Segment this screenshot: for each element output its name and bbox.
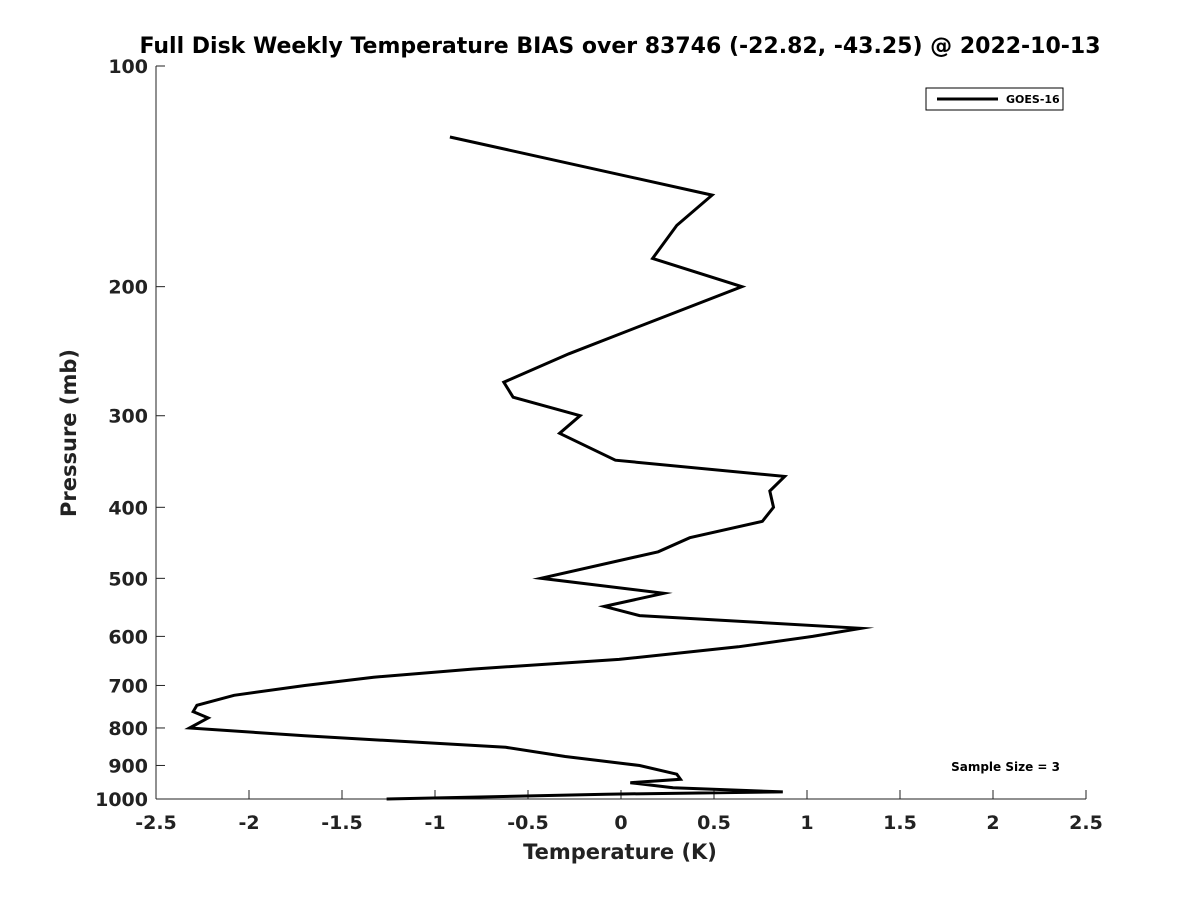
x-axis-label: Temperature (K) bbox=[523, 840, 717, 864]
x-tick-label: 1 bbox=[800, 812, 813, 834]
y-tick-label: 1000 bbox=[95, 789, 148, 811]
y-axis-label: Pressure (mb) bbox=[57, 349, 81, 517]
y-tick-label: 800 bbox=[108, 718, 148, 740]
x-tick-label: -0.5 bbox=[507, 812, 549, 834]
legend: GOES-16 bbox=[925, 87, 1064, 111]
y-tick-label: 400 bbox=[108, 497, 148, 519]
x-tick-label: -1 bbox=[424, 812, 445, 834]
series-line-goes-16 bbox=[184, 135, 875, 801]
x-tick-label: 0 bbox=[614, 812, 627, 834]
x-tick-label: 0.5 bbox=[697, 812, 731, 834]
y-tick-label: 200 bbox=[108, 277, 148, 299]
x-tick-label: -2 bbox=[238, 812, 259, 834]
sample-size-annotation: Sample Size = 3 bbox=[951, 760, 1060, 774]
x-tick-label: 2.5 bbox=[1069, 812, 1103, 834]
y-axis-ticks: 100 200 300 400 500 600 700 800 900 1000 bbox=[95, 56, 165, 811]
series-group bbox=[184, 135, 875, 801]
legend-label-goes-16: GOES-16 bbox=[1006, 93, 1060, 106]
y-tick-label: 700 bbox=[108, 675, 148, 697]
y-tick-label: 100 bbox=[108, 56, 148, 78]
x-axis-ticks: -2.5 -2 -1.5 -1 -0.5 0 0.5 1 1.5 2 2.5 bbox=[135, 790, 1103, 834]
y-tick-label: 600 bbox=[108, 626, 148, 648]
x-tick-label: 2 bbox=[986, 812, 999, 834]
y-tick-label: 900 bbox=[108, 755, 148, 777]
y-tick-label: 300 bbox=[108, 406, 148, 428]
chart-title: Full Disk Weekly Temperature BIAS over 8… bbox=[139, 34, 1100, 59]
x-tick-label: 1.5 bbox=[883, 812, 917, 834]
y-tick-label: 500 bbox=[108, 568, 148, 590]
x-tick-label: -2.5 bbox=[135, 812, 177, 834]
x-tick-label: -1.5 bbox=[321, 812, 363, 834]
